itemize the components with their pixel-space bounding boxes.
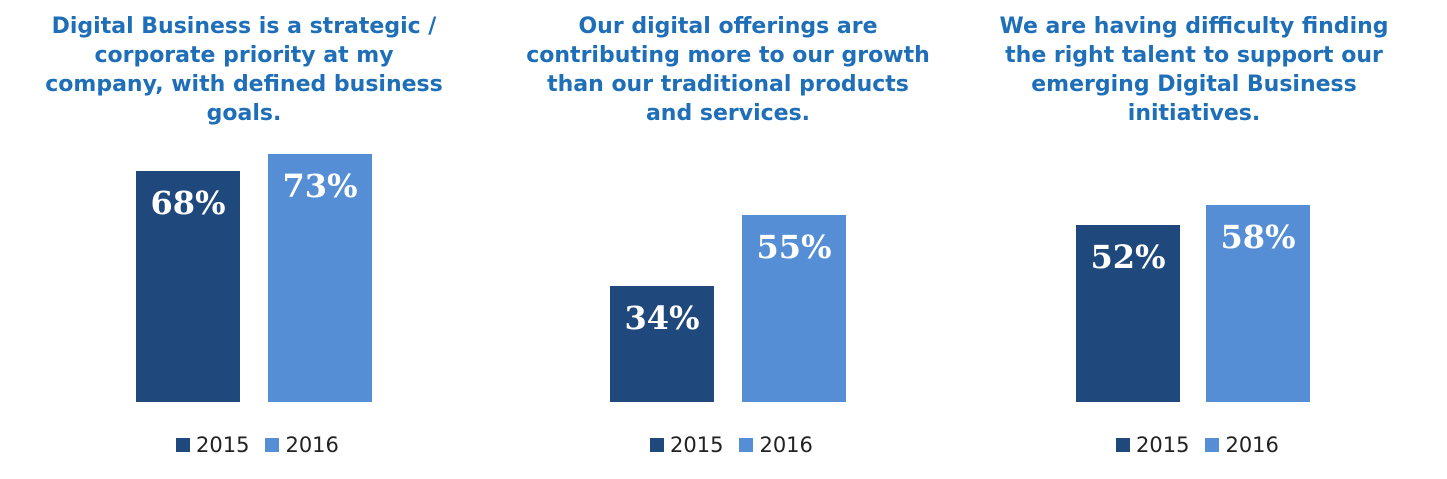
bar-value-label: 73% bbox=[282, 166, 358, 205]
bar-value-label: 68% bbox=[150, 183, 226, 222]
bar-2015: 68% bbox=[136, 170, 240, 402]
bar-2016: 58% bbox=[1206, 204, 1310, 402]
chart-title-line: the right talent to support our bbox=[1005, 43, 1383, 68]
bar-2015: 52% bbox=[1076, 225, 1180, 402]
chart-title-line: initiatives. bbox=[1127, 101, 1261, 126]
bar-value-label: 52% bbox=[1090, 238, 1166, 277]
chart-legend: 2015 2016 bbox=[1116, 432, 1295, 458]
bar-2016: 55% bbox=[742, 215, 846, 402]
chart-title: We are having difficulty finding the rig… bbox=[974, 12, 1414, 128]
bar-value-label: 55% bbox=[756, 228, 832, 266]
chart-panel-1: Digital Business is a strategic / corpor… bbox=[24, 0, 464, 479]
legend-label: 2015 bbox=[1136, 433, 1190, 457]
chart-title-line: goals. bbox=[206, 101, 282, 126]
chart-title-line: contributing more to our growth bbox=[526, 43, 930, 68]
legend-item-2015: 2015 bbox=[1116, 433, 1189, 457]
legend-swatch-2016 bbox=[739, 438, 754, 452]
legend-label: 2016 bbox=[285, 433, 339, 457]
bar-2015: 34% bbox=[610, 286, 714, 402]
chart-title-line: Digital Business is a strategic / bbox=[51, 14, 437, 39]
legend-label: 2016 bbox=[759, 433, 813, 457]
chart-title-line: and services. bbox=[645, 101, 811, 126]
bar-value-label: 58% bbox=[1220, 217, 1296, 256]
chart-title-line: Our digital offerings are bbox=[578, 14, 878, 39]
chart-title-line: than our traditional products bbox=[547, 72, 909, 97]
legend-item-2016: 2016 bbox=[1205, 433, 1279, 457]
chart-legend: 2015 2016 bbox=[176, 432, 355, 458]
bar-value-label: 34% bbox=[624, 299, 700, 338]
legend-label: 2016 bbox=[1225, 433, 1279, 457]
chart-title-line: emerging Digital Business bbox=[1031, 72, 1357, 97]
chart-panel-3: We are having difficulty finding the rig… bbox=[974, 0, 1414, 479]
legend-swatch-2016 bbox=[1205, 438, 1220, 452]
legend-swatch-2015 bbox=[176, 438, 190, 452]
chart-title-line: corporate priority at my bbox=[94, 43, 394, 68]
bar-2016: 73% bbox=[268, 153, 372, 402]
legend-swatch-2015 bbox=[1116, 438, 1130, 452]
legend-item-2015: 2015 bbox=[176, 433, 249, 457]
chart-title-line: We are having difficulty finding bbox=[999, 14, 1389, 39]
legend-swatch-2016 bbox=[265, 438, 280, 452]
legend-item-2015: 2015 bbox=[650, 433, 723, 457]
legend-swatch-2015 bbox=[650, 438, 664, 452]
chart-legend: 2015 2016 bbox=[650, 432, 829, 458]
legend-item-2016: 2016 bbox=[739, 433, 813, 457]
chart-title-line: company, with defined business bbox=[45, 72, 443, 97]
chart-title: Digital Business is a strategic / corpor… bbox=[24, 12, 464, 128]
chart-title: Our digital offerings are contributing m… bbox=[508, 12, 948, 128]
legend-label: 2015 bbox=[196, 433, 250, 457]
legend-label: 2015 bbox=[670, 433, 724, 457]
chart-panel-2: Our digital offerings are contributing m… bbox=[508, 0, 948, 479]
legend-item-2016: 2016 bbox=[265, 433, 339, 457]
